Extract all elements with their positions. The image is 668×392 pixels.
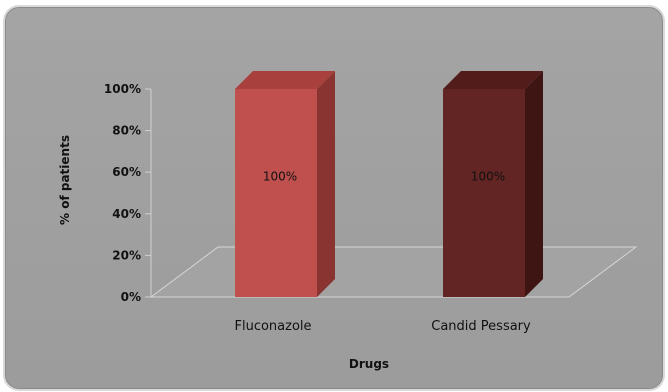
bar-front-face: [443, 89, 525, 297]
y-tick-label: 0%: [121, 290, 141, 304]
y-tick-label: 100%: [104, 82, 141, 96]
bar-front-face: [235, 89, 317, 297]
chart-frame: 0% 20% 40% 60% 80% 100% 100% Fluconazole 100% Ca…: [5, 7, 663, 389]
x-tick-label: Candid Pessary: [431, 319, 531, 334]
bar-top-face: [443, 71, 543, 89]
bar-2: [443, 71, 543, 297]
bar-chart: 0% 20% 40% 60% 80% 100% 100% Fluconazole 100% Ca…: [58, 71, 638, 371]
y-tick-label: 40%: [112, 207, 141, 221]
bars: [235, 71, 543, 297]
bar-1: [235, 71, 335, 297]
chart-floor: [149, 246, 638, 298]
y-tick-label: 60%: [112, 165, 141, 179]
data-label: 100%: [263, 170, 297, 184]
labels: 100% Fluconazole 100% Candid Pessary: [234, 170, 531, 334]
bar-side-face: [317, 71, 335, 297]
x-tick-label: Fluconazole: [234, 319, 311, 334]
y-tick-label: 80%: [112, 124, 141, 138]
y-tick-label: 20%: [112, 248, 141, 262]
floor-plane: [149, 246, 638, 298]
y-axis: 0% 20% 40% 60% 80% 100%: [104, 82, 152, 304]
x-axis-title: Drugs: [349, 357, 389, 371]
data-label: 100%: [471, 170, 505, 184]
bar-side-face: [525, 71, 543, 297]
y-axis-title: % of patients: [58, 135, 72, 225]
bar-top-face: [235, 71, 335, 89]
